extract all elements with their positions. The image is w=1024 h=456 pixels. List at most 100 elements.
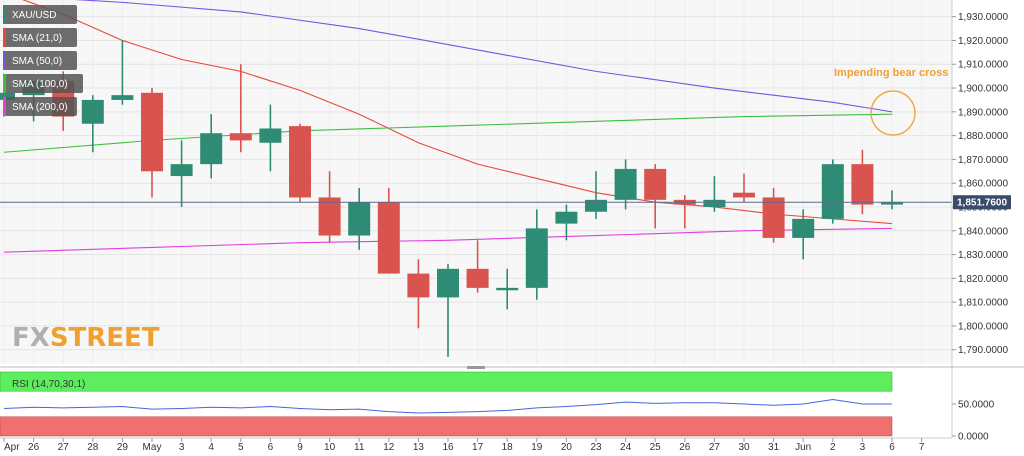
price-tick-label: 1,860.0000	[958, 179, 1008, 190]
time-tick-label: May	[143, 442, 162, 453]
time-tick-label: 2	[830, 442, 836, 453]
candle-body	[407, 273, 430, 298]
candle	[259, 104, 282, 172]
candle	[614, 159, 637, 210]
candle-body	[585, 199, 607, 212]
legend-sma21[interactable]: SMA (21,0)	[3, 28, 77, 47]
last-price-value: 1,851.7600	[957, 198, 1007, 209]
candle	[792, 209, 815, 260]
candle	[762, 187, 785, 243]
time-tick-label: 31	[768, 442, 780, 453]
candle-body	[141, 92, 163, 172]
time-tick-label: 10	[324, 442, 336, 453]
price-tick-label: 1,810.0000	[958, 298, 1008, 309]
legend-sma200-box	[3, 97, 77, 116]
candle	[81, 95, 104, 153]
sma-lines	[3, 0, 893, 253]
watermark-logo: FXSTREET	[12, 323, 160, 353]
time-tick-label: 30	[738, 442, 750, 453]
legend-sma200[interactable]: SMA (200,0)	[3, 97, 77, 116]
bear-cross-circle	[870, 90, 916, 136]
price-tick-label: 1,800.0000	[958, 321, 1008, 332]
candle	[555, 204, 578, 241]
price-axis[interactable]: 1,790.0000 1,800.0000 1,810.0000 1,820.0000…	[952, 12, 1008, 356]
legend-sma200-swatch	[3, 97, 6, 116]
candle-body	[733, 192, 755, 198]
legend-symbol[interactable]: XAU/USD	[3, 5, 77, 24]
time-tick-label: 29	[117, 442, 129, 453]
price-tick-label: 1,890.0000	[958, 107, 1008, 118]
candle-body	[792, 218, 815, 238]
legend-sma21-text: SMA (21,0)	[12, 33, 62, 44]
sma-line	[73, 0, 893, 113]
watermark-fx: FX	[12, 323, 50, 353]
candle-body	[881, 202, 903, 205]
candle	[851, 149, 874, 215]
time-tick-label: 13	[413, 442, 425, 453]
candle	[348, 187, 371, 250]
time-tick-label: 6	[889, 442, 895, 453]
candle-body	[229, 133, 252, 141]
main-plot-area	[0, 0, 952, 364]
candle	[318, 171, 341, 243]
price-tick-label: 1,930.0000	[958, 12, 1008, 23]
time-axis[interactable]: Apr 26 27 28 29 May 3 4 5 6 9 10 11 12 13 16 17 18 19 20 23 2…	[3, 438, 925, 453]
candle	[289, 123, 311, 203]
time-tick-label: 20	[561, 442, 573, 453]
candle-body	[821, 164, 844, 219]
rsi-tick-label: 0.0000	[958, 432, 989, 443]
candle-body	[0, 92, 15, 100]
candle-body	[377, 202, 400, 274]
candle	[644, 164, 667, 229]
time-tick-label: 25	[650, 442, 662, 453]
legend-sma50-box	[3, 51, 77, 70]
time-tick-label: Jun	[795, 442, 811, 453]
price-tick-label: 1,820.0000	[958, 274, 1008, 285]
legend-sma50[interactable]: SMA (50,0)	[3, 51, 77, 70]
legend-sma100-swatch	[3, 74, 6, 93]
time-tick-label: Apr	[4, 442, 20, 453]
candle	[733, 173, 755, 203]
candle	[229, 64, 252, 153]
candle-body	[525, 228, 548, 288]
time-tick-label: 3	[860, 442, 866, 453]
candle	[585, 171, 607, 219]
time-tick-label: 28	[87, 442, 99, 453]
sma-line	[22, 0, 893, 225]
candle-body	[851, 164, 874, 205]
price-tick-label: 1,840.0000	[958, 226, 1008, 237]
time-tick-label: 5	[238, 442, 244, 453]
candle-body	[555, 211, 578, 224]
pane-resize-handle[interactable]	[467, 366, 485, 369]
time-tick-label: 23	[590, 442, 602, 453]
time-tick-label: 26	[679, 442, 691, 453]
time-tick-label: 18	[502, 442, 514, 453]
price-tick-label: 1,900.0000	[958, 84, 1008, 95]
time-tick-label: 9	[297, 442, 303, 453]
legend-sma100[interactable]: SMA (100,0)	[3, 74, 83, 93]
price-tick-label: 1,830.0000	[958, 250, 1008, 261]
rsi-overbought-zone	[0, 371, 893, 392]
candle-body	[496, 287, 519, 291]
time-tick-label: 19	[531, 442, 543, 453]
candle	[111, 40, 134, 105]
candle-body	[170, 164, 193, 177]
time-tick-label: 6	[268, 442, 274, 453]
candle-body	[200, 133, 223, 165]
candle	[466, 240, 489, 293]
time-tick-label: 27	[709, 442, 721, 453]
candle-body	[703, 199, 726, 207]
candle	[881, 190, 903, 210]
legend-sma21-box	[3, 28, 77, 47]
rsi-line	[3, 399, 892, 414]
legend-sma50-text: SMA (50,0)	[12, 56, 62, 67]
candle	[703, 176, 726, 212]
candle	[141, 88, 163, 198]
last-price-box	[953, 195, 1011, 210]
candle-body	[466, 268, 489, 288]
price-tick-label: 1,880.0000	[958, 131, 1008, 142]
time-tick-label: 17	[472, 442, 484, 453]
candle	[170, 140, 193, 207]
time-tick-label: 12	[383, 442, 395, 453]
